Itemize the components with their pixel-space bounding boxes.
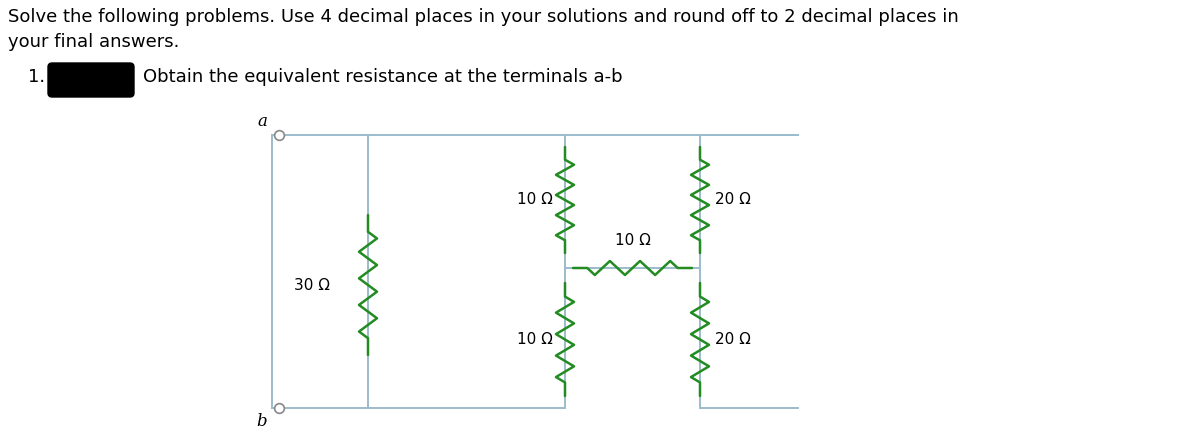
Text: 20 Ω: 20 Ω — [715, 332, 750, 347]
Text: Solve the following problems. Use 4 decimal places in your solutions and round o: Solve the following problems. Use 4 deci… — [8, 8, 958, 26]
FancyBboxPatch shape — [48, 63, 134, 97]
Text: 20 Ω: 20 Ω — [715, 193, 750, 208]
Text: 1.: 1. — [27, 68, 45, 86]
Text: 10 Ω: 10 Ω — [517, 193, 553, 208]
Text: 30 Ω: 30 Ω — [294, 277, 330, 292]
Text: a: a — [257, 113, 266, 130]
Text: b: b — [257, 413, 266, 430]
Text: your final answers.: your final answers. — [8, 33, 179, 51]
Text: Obtain the equivalent resistance at the terminals a-b: Obtain the equivalent resistance at the … — [143, 68, 623, 86]
Text: 10 Ω: 10 Ω — [517, 332, 553, 347]
Text: 10 Ω: 10 Ω — [614, 233, 650, 248]
